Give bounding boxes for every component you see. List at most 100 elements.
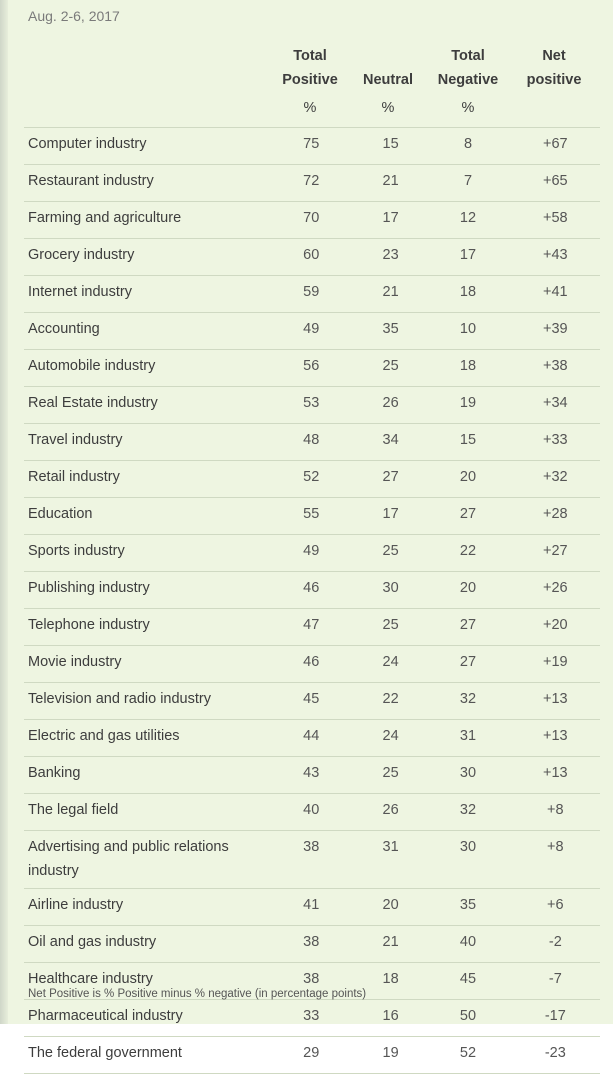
cell-neutral: 18 bbox=[355, 962, 426, 1000]
industry-label: Telephone industry bbox=[24, 608, 267, 646]
cell-negative: 8 bbox=[425, 127, 511, 165]
cell-neutral: 22 bbox=[355, 682, 426, 720]
table-row: Automobile industry 56 25 18 +38 bbox=[24, 349, 600, 387]
cell-negative: 30 bbox=[425, 756, 511, 794]
cell-positive: 75 bbox=[266, 127, 356, 165]
cell-neutral: 30 bbox=[355, 571, 426, 609]
cell-negative: 17 bbox=[425, 238, 511, 276]
table-row: Real Estate industry 53 26 19 +34 bbox=[24, 386, 600, 424]
cell-negative: 30 bbox=[425, 830, 511, 889]
header-line2: positive bbox=[526, 72, 582, 88]
industry-label: Automobile industry bbox=[24, 349, 267, 387]
header-net-positive: Net positive bbox=[514, 44, 594, 92]
cell-neutral: 26 bbox=[355, 386, 426, 424]
left-edge-shadow bbox=[0, 0, 8, 1024]
cell-positive: 56 bbox=[266, 349, 356, 387]
table-row: Telephone industry 47 25 27 +20 bbox=[24, 608, 600, 646]
cell-positive: 40 bbox=[266, 793, 356, 831]
table-row: Education 55 17 27 +28 bbox=[24, 497, 600, 535]
cell-negative: 19 bbox=[425, 386, 511, 424]
cell-negative: 27 bbox=[425, 497, 511, 535]
header-unit: % bbox=[303, 100, 317, 116]
cell-neutral: 24 bbox=[355, 719, 426, 757]
cell-neutral: 17 bbox=[355, 201, 426, 239]
cell-net: +38 bbox=[510, 349, 600, 387]
industry-label: Healthcare industry bbox=[24, 962, 267, 1000]
cell-positive: 44 bbox=[266, 719, 356, 757]
cell-positive: 55 bbox=[266, 497, 356, 535]
cell-negative: 18 bbox=[425, 275, 511, 313]
cell-neutral: 16 bbox=[355, 999, 426, 1037]
table-row: Advertising and public relations industr… bbox=[24, 830, 600, 889]
cell-negative: 15 bbox=[425, 423, 511, 461]
industry-label: Advertising and public relations industr… bbox=[24, 830, 267, 889]
industry-label: The federal government bbox=[24, 1036, 267, 1074]
date-range: Aug. 2-6, 2017 bbox=[28, 8, 120, 24]
cell-net: -23 bbox=[510, 1036, 600, 1074]
cell-neutral: 31 bbox=[355, 830, 426, 889]
table-row: The legal field 40 26 32 +8 bbox=[24, 793, 600, 831]
cell-net: -7 bbox=[510, 962, 600, 1000]
table-row: Electric and gas utilities 44 24 31 +13 bbox=[24, 719, 600, 757]
cell-positive: 43 bbox=[266, 756, 356, 794]
cell-net: +65 bbox=[510, 164, 600, 202]
table-row: Publishing industry 46 30 20 +26 bbox=[24, 571, 600, 609]
table-row: Banking 43 25 30 +13 bbox=[24, 756, 600, 794]
industry-label: Internet industry bbox=[24, 275, 267, 313]
table-row: Travel industry 48 34 15 +33 bbox=[24, 423, 600, 461]
header-line2: Neutral bbox=[363, 72, 413, 88]
cell-neutral: 20 bbox=[355, 888, 426, 926]
footnote: Net Positive is % Positive minus % negat… bbox=[28, 988, 367, 1000]
cell-neutral: 34 bbox=[355, 423, 426, 461]
cell-net: +8 bbox=[510, 830, 600, 889]
table-row: Retail industry 52 27 20 +32 bbox=[24, 460, 600, 498]
cell-positive: 45 bbox=[266, 682, 356, 720]
cell-net: +32 bbox=[510, 460, 600, 498]
cell-net: -2 bbox=[510, 925, 600, 963]
table-row: The federal government 29 19 52 -23 bbox=[24, 1036, 600, 1074]
cell-neutral: 17 bbox=[355, 497, 426, 535]
cell-neutral: 23 bbox=[355, 238, 426, 276]
industry-label: Pharmaceutical industry bbox=[24, 999, 267, 1037]
industry-label: Television and radio industry bbox=[24, 682, 267, 720]
industry-label: Electric and gas utilities bbox=[24, 719, 267, 757]
cell-positive: 47 bbox=[266, 608, 356, 646]
cell-negative: 52 bbox=[425, 1036, 511, 1074]
cell-net: +27 bbox=[510, 534, 600, 572]
cell-net: +28 bbox=[510, 497, 600, 535]
cell-neutral: 27 bbox=[355, 460, 426, 498]
cell-positive: 29 bbox=[266, 1036, 356, 1074]
industry-label: Banking bbox=[24, 756, 267, 794]
table-row: Healthcare industry 38 18 45 -7 bbox=[24, 962, 600, 1000]
cell-net: +58 bbox=[510, 201, 600, 239]
header-line2: Negative bbox=[437, 72, 499, 88]
industry-label: Travel industry bbox=[24, 423, 267, 461]
cell-net: +13 bbox=[510, 719, 600, 757]
cell-negative: 35 bbox=[425, 888, 511, 926]
table-row: Airline industry 41 20 35 +6 bbox=[24, 888, 600, 926]
cell-positive: 60 bbox=[266, 238, 356, 276]
cell-net: +33 bbox=[510, 423, 600, 461]
cell-neutral: 24 bbox=[355, 645, 426, 683]
header-line1: Net bbox=[542, 48, 566, 64]
header-line1: Total bbox=[293, 48, 327, 64]
cell-neutral: 21 bbox=[355, 925, 426, 963]
table-row: Farming and agriculture 70 17 12 +58 bbox=[24, 201, 600, 239]
industry-label: Retail industry bbox=[24, 460, 267, 498]
cell-net: +13 bbox=[510, 682, 600, 720]
industry-label: Movie industry bbox=[24, 645, 267, 683]
cell-neutral: 21 bbox=[355, 164, 426, 202]
cell-net: +41 bbox=[510, 275, 600, 313]
table-row: Pharmaceutical industry 33 16 50 -17 bbox=[24, 999, 600, 1037]
cell-net: +6 bbox=[510, 888, 600, 926]
industry-label: Grocery industry bbox=[24, 238, 267, 276]
industry-label: Accounting bbox=[24, 312, 267, 350]
cell-negative: 45 bbox=[425, 962, 511, 1000]
header-total-negative: Total Negative % bbox=[428, 44, 508, 120]
cell-positive: 33 bbox=[266, 999, 356, 1037]
table-row: Accounting 49 35 10 +39 bbox=[24, 312, 600, 350]
cell-positive: 38 bbox=[266, 962, 356, 1000]
industry-label: Real Estate industry bbox=[24, 386, 267, 424]
cell-net: +39 bbox=[510, 312, 600, 350]
industry-label: Education bbox=[24, 497, 267, 535]
